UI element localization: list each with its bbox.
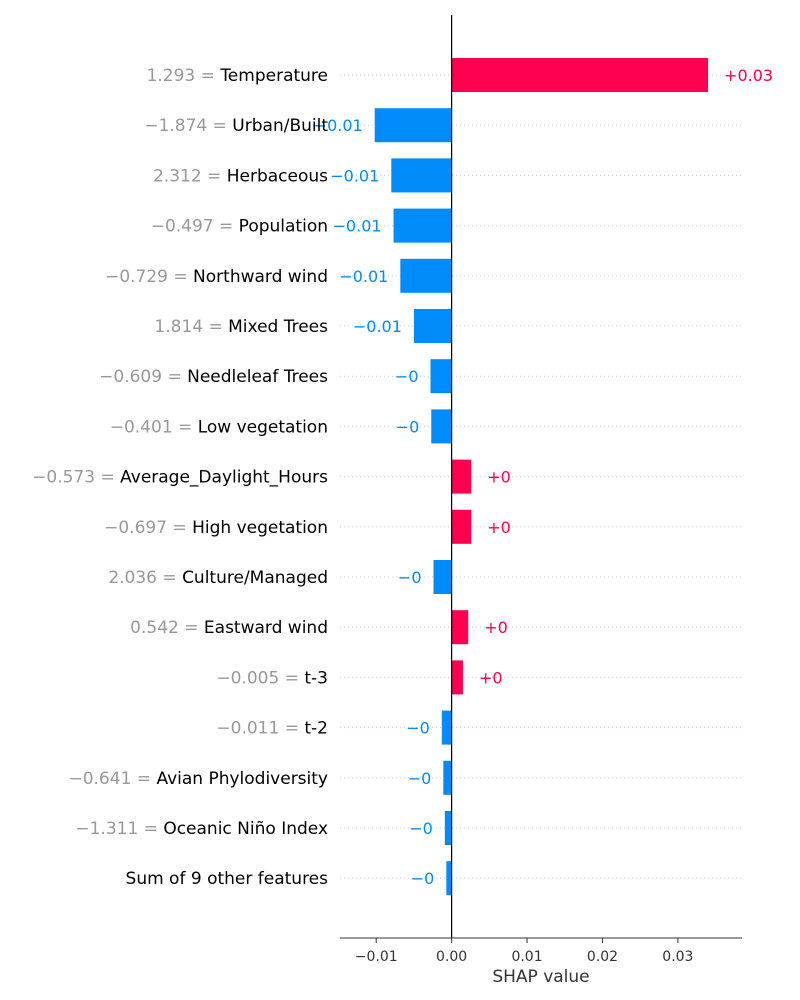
bar-value-label: −0 [408, 769, 432, 788]
feature-name: Avian Phylodiversity [156, 769, 328, 789]
shap-bar [451, 660, 463, 695]
feature-name: Eastward wind [204, 618, 328, 638]
feature-name: Temperature [219, 66, 328, 86]
feature-value: −0.609 = [99, 367, 187, 387]
shap-bar [444, 811, 452, 845]
bar-value-label: +0.03 [724, 66, 773, 85]
feature-label: −0.011 = t-2 [216, 719, 328, 739]
feature-value: −0.729 = [105, 267, 193, 287]
feature-label: −0.641 = Avian Phylodiversity [68, 769, 328, 789]
shap-bar [413, 309, 452, 343]
feature-label: −0.573 = Average_Daylight_Hours [32, 468, 328, 488]
x-tick-label: 0.03 [662, 949, 693, 965]
feature-value: −0.573 = [32, 468, 120, 488]
bar-value-label: −0.01 [314, 116, 363, 135]
feature-name: Low vegetation [198, 417, 328, 437]
bar-value-label: −0.01 [333, 217, 382, 236]
feature-value: 2.312 = [153, 166, 227, 186]
bar-value-label: −0.01 [353, 317, 402, 336]
x-tick-label: 0.01 [511, 949, 542, 965]
shap-bar [443, 760, 452, 795]
shap-bar [451, 58, 709, 92]
feature-label: 2.312 = Herbaceous [153, 166, 328, 186]
feature-name: High vegetation [192, 518, 328, 538]
feature-name: Herbaceous [227, 166, 328, 186]
x-tick-label: −0.01 [355, 949, 398, 965]
feature-name: Culture/Managed [182, 568, 328, 588]
feature-label: −1.874 = Urban/Built [144, 116, 328, 136]
feature-value: −1.311 = [75, 819, 163, 839]
feature-value: −0.401 = [110, 417, 198, 437]
feature-label: 2.036 = Culture/Managed [108, 568, 328, 588]
bar-value-label: −0.01 [339, 267, 388, 286]
feature-label: −0.729 = Northward wind [105, 267, 328, 287]
shap-bar [374, 108, 452, 143]
bar-value-label: −0 [395, 367, 419, 386]
shap-bar [400, 258, 452, 293]
feature-label: −1.311 = Oceanic Niño Index [75, 819, 328, 839]
feature-value: 1.293 = [147, 66, 221, 86]
feature-value: −0.005 = [216, 668, 304, 688]
shap-bar [451, 509, 472, 544]
feature-name: Northward wind [193, 267, 328, 287]
shap-bar [430, 359, 452, 394]
feature-name: t-3 [304, 668, 328, 688]
feature-name: Oceanic Niño Index [163, 819, 328, 839]
shap-bar [431, 409, 452, 444]
feature-value: 2.036 = [108, 568, 182, 588]
bar-value-label: +0 [487, 468, 511, 487]
feature-label: −0.401 = Low vegetation [110, 417, 328, 437]
feature-label: 0.542 = Eastward wind [130, 618, 328, 638]
feature-name: Average_Daylight_Hours [120, 468, 328, 488]
feature-name: t-2 [304, 719, 328, 739]
feature-label: 1.814 = Mixed Trees [154, 317, 328, 337]
feature-name: Mixed Trees [228, 317, 328, 337]
feature-value: −1.874 = [144, 116, 232, 136]
feature-label: −0.609 = Needleleaf Trees [99, 367, 328, 387]
feature-value: 0.542 = [130, 618, 204, 638]
feature-label: Sum of 9 other features [126, 869, 329, 889]
feature-value: −0.697 = [104, 518, 192, 538]
feature-label: −0.497 = Population [151, 217, 328, 237]
x-tick-label: 0.02 [587, 949, 618, 965]
feature-name: Urban/Built [232, 116, 328, 136]
bar-value-label: +0 [487, 518, 511, 537]
shap-bar [451, 459, 472, 494]
feature-value: −0.641 = [68, 769, 156, 789]
x-axis-label: SHAP value [492, 967, 589, 987]
shap-bar [433, 560, 452, 594]
bar-value-label: −0 [409, 819, 433, 838]
feature-label: −0.697 = High vegetation [104, 518, 328, 538]
bar-value-label: −0 [396, 417, 420, 436]
feature-name: Sum of 9 other features [126, 869, 329, 889]
shap-bar [391, 158, 452, 193]
bar-value-label: −0 [406, 719, 430, 738]
x-tick-label: 0.00 [436, 949, 467, 965]
bar-value-label: −0.01 [330, 166, 379, 185]
shap-bar [441, 710, 452, 745]
shap-bar [451, 610, 469, 645]
feature-label: 1.293 = Temperature [147, 66, 328, 86]
feature-label: −0.005 = t-3 [216, 668, 328, 688]
bar-value-label: −0 [398, 568, 422, 587]
feature-value: 1.814 = [154, 317, 228, 337]
bar-value-label: +0 [484, 618, 508, 637]
feature-name: Needleleaf Trees [187, 367, 328, 387]
feature-name: Population [239, 217, 328, 237]
shap-bar [393, 208, 452, 243]
feature-value: −0.011 = [216, 719, 304, 739]
shap-bar [446, 861, 452, 896]
feature-value: −0.497 = [151, 217, 239, 237]
bar-value-label: +0 [479, 668, 503, 687]
bar-value-label: −0 [411, 869, 435, 888]
